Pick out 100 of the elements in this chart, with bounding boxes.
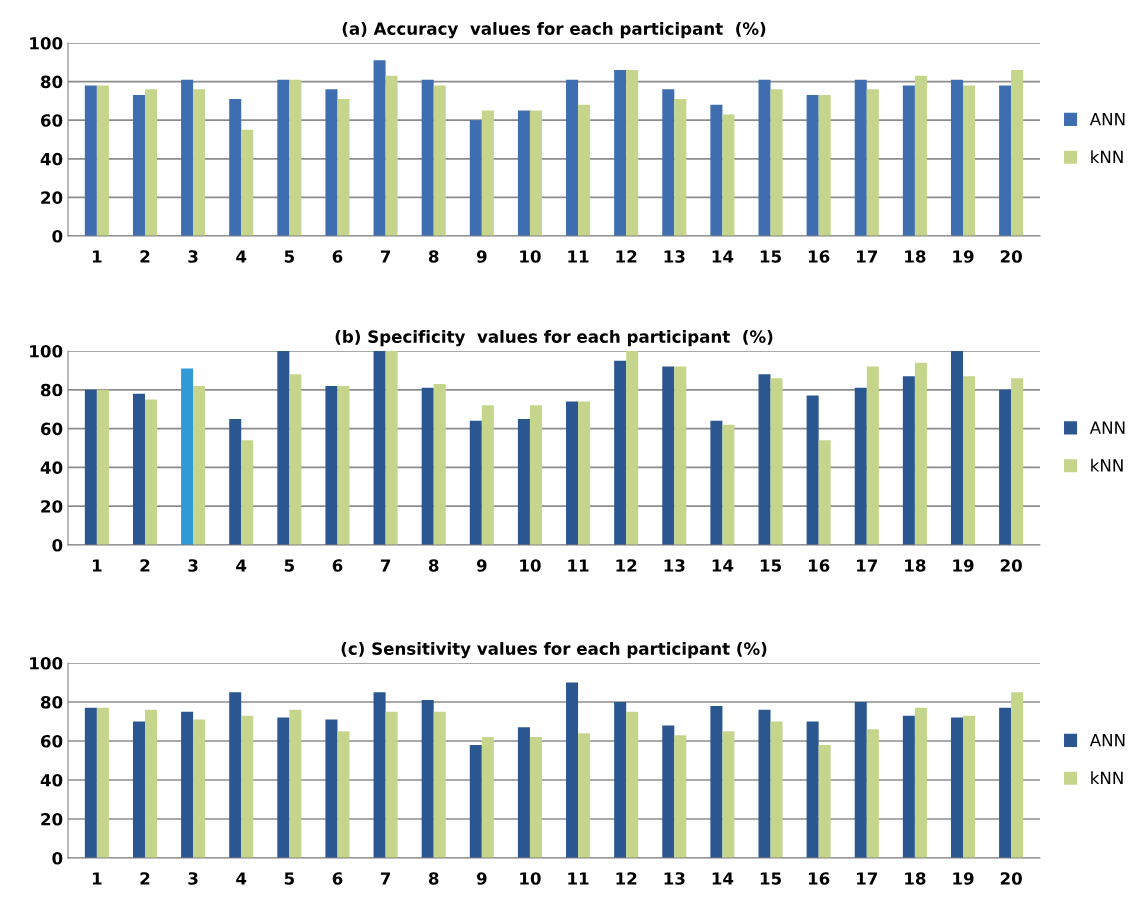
y-tick-label: 80: [40, 75, 63, 89]
legend-label: kNN: [1091, 150, 1123, 163]
bar: [529, 405, 542, 545]
bar: [181, 368, 194, 545]
x-tick-label: 13: [664, 872, 685, 885]
bar: [481, 737, 494, 858]
bar: [662, 725, 675, 858]
bar: [193, 385, 206, 545]
x-tick-label: 9: [476, 872, 487, 885]
bar: [722, 424, 735, 545]
bar: [469, 120, 482, 236]
x-tick-label: 18: [905, 872, 926, 885]
x-tick-label: 10: [520, 559, 541, 572]
x-tick-label: 17: [857, 250, 878, 263]
bar: [866, 366, 879, 545]
y-tick-label: 20: [41, 500, 63, 513]
bar: [578, 401, 591, 545]
bar: [84, 389, 97, 545]
bar: [96, 85, 109, 236]
bar: [614, 70, 627, 236]
bar: [421, 387, 434, 545]
y-tick-label: 20: [41, 191, 63, 204]
bar: [469, 744, 482, 858]
bar: [433, 85, 446, 236]
bar: [866, 89, 879, 236]
x-tick-label: 1: [92, 872, 102, 885]
bar: [517, 418, 530, 545]
x-tick-label: 5: [284, 559, 294, 572]
y-tick-label: 40: [40, 773, 63, 787]
bar: [999, 85, 1012, 236]
bar: [96, 389, 109, 545]
bar: [132, 393, 145, 545]
bar: [325, 89, 338, 236]
x-tick-label: 17: [857, 872, 878, 885]
x-tick-label: 8: [428, 250, 439, 263]
x-tick-label: 7: [380, 559, 391, 572]
bar: [963, 85, 976, 236]
bar: [277, 351, 290, 545]
x-tick-label: 13: [664, 559, 685, 572]
x-tick-label: 16: [808, 250, 830, 263]
bar: [421, 700, 434, 858]
y-tick-label: 100: [30, 36, 63, 50]
bar: [626, 351, 639, 545]
bar: [96, 707, 109, 858]
bar: [373, 351, 386, 545]
x-tick-label: 2: [140, 250, 150, 263]
bar: [662, 366, 675, 545]
bar: [529, 110, 542, 236]
x-tick-label: 15: [760, 250, 781, 263]
bar: [914, 362, 927, 545]
x-tick-label: 1: [92, 250, 102, 263]
bar: [662, 89, 675, 236]
bar: [914, 707, 927, 858]
bar: [674, 735, 687, 858]
x-tick-label: 3: [188, 872, 198, 885]
x-tick-label: 14: [712, 559, 734, 572]
y-tick-label: 0: [52, 538, 63, 552]
bar: [614, 702, 627, 858]
x-tick-label: 3: [188, 559, 198, 572]
legend-label: ANN: [1089, 113, 1125, 126]
bar: [950, 717, 964, 858]
x-tick-label: 4: [236, 559, 247, 572]
legend-label: kNN: [1091, 771, 1123, 784]
bar: [337, 385, 350, 545]
bar: [914, 75, 927, 236]
x-tick-label: 10: [520, 872, 541, 885]
bar: [132, 95, 145, 236]
x-tick-label: 16: [808, 559, 830, 572]
bar: [193, 89, 206, 236]
x-tick-label: 3: [188, 250, 198, 263]
x-tick-label: 4: [236, 872, 247, 885]
x-tick-label: 1: [92, 559, 102, 572]
x-tick-label: 15: [760, 872, 781, 885]
bar: [806, 395, 819, 545]
bar: [229, 692, 242, 858]
bar: [950, 351, 964, 545]
bar: [770, 378, 783, 545]
bar: [144, 399, 158, 545]
x-tick-label: 12: [616, 872, 637, 885]
x-tick-label: 8: [428, 872, 439, 885]
x-tick-label: 14: [712, 250, 734, 263]
bar: [481, 405, 494, 545]
bar: [963, 376, 976, 545]
bar: [337, 731, 350, 858]
bar: [277, 717, 290, 858]
bar: [337, 98, 350, 236]
x-tick-label: 7: [380, 872, 391, 885]
bar: [433, 383, 446, 545]
bar: [674, 366, 687, 545]
bar: [902, 376, 915, 545]
bar: [84, 707, 97, 858]
bar: [818, 440, 831, 545]
bar: [722, 731, 735, 858]
x-tick-label: 2: [140, 559, 150, 572]
x-tick-label: 19: [953, 872, 974, 885]
bar: [373, 60, 386, 236]
y-tick-label: 0: [52, 851, 63, 865]
x-tick-label: 9: [476, 250, 487, 263]
y-tick-label: 60: [40, 422, 63, 436]
x-tick-label: 13: [664, 250, 685, 263]
